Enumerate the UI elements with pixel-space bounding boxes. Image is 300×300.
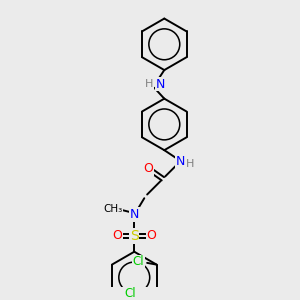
Text: O: O bbox=[146, 230, 156, 242]
Text: Cl: Cl bbox=[133, 255, 144, 268]
Text: H: H bbox=[186, 160, 194, 170]
Text: O: O bbox=[112, 230, 122, 242]
Text: Cl: Cl bbox=[124, 287, 136, 300]
Text: CH₃: CH₃ bbox=[103, 204, 122, 214]
Text: S: S bbox=[130, 229, 139, 243]
Text: N: N bbox=[130, 208, 139, 221]
Text: N: N bbox=[155, 78, 165, 91]
Text: H: H bbox=[145, 80, 154, 89]
Text: N: N bbox=[176, 155, 185, 168]
Text: O: O bbox=[144, 162, 154, 175]
